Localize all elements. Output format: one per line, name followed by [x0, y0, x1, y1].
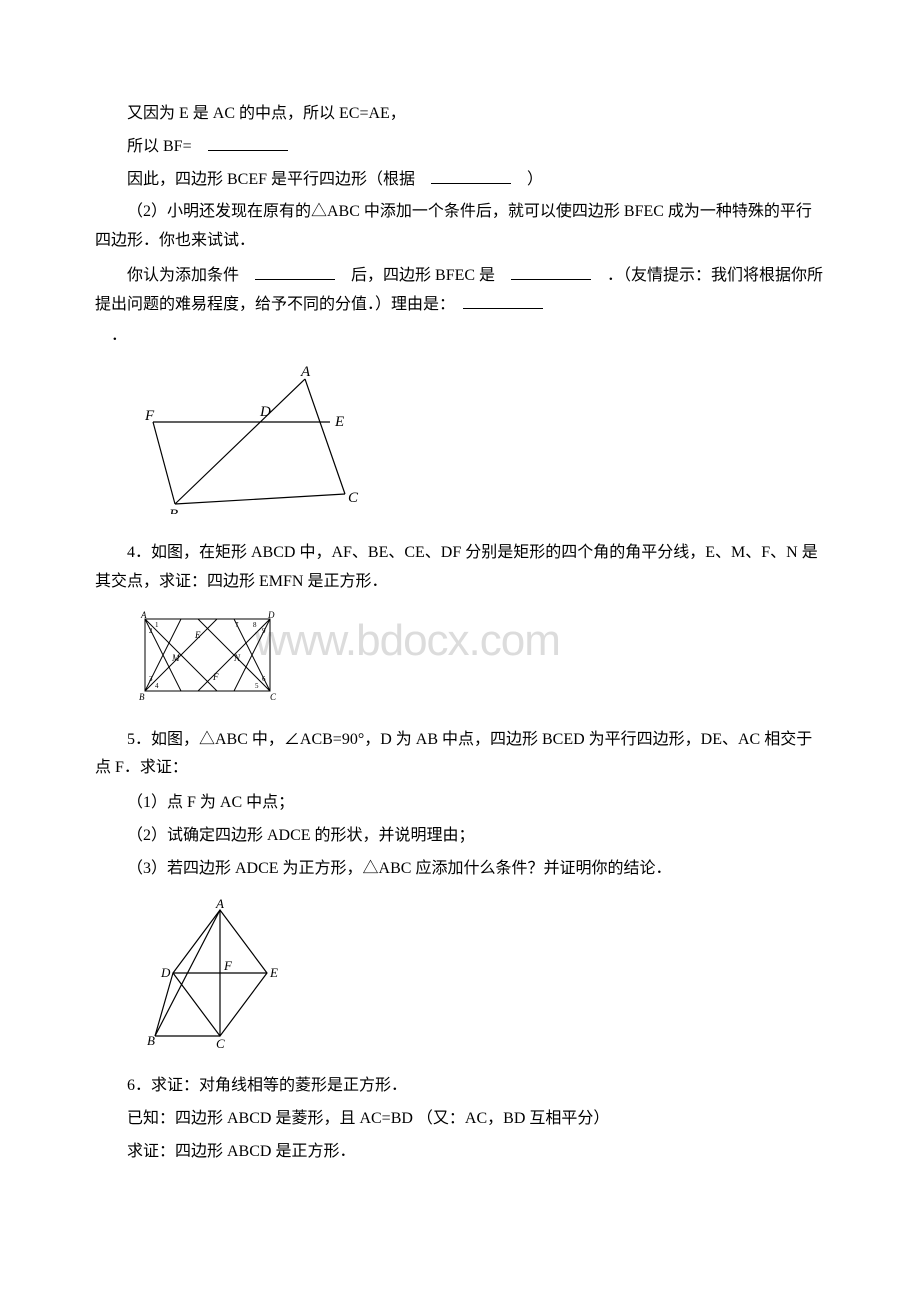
text-bf-eq: 所以 BF=: [127, 138, 208, 155]
label-c2: C: [270, 692, 277, 701]
figure-1: A B C D E F: [145, 364, 825, 525]
text-5b: 后，四边形 BFEC 是: [335, 267, 511, 284]
paragraph-3: 因此，四边形 BCEF 是平行四边形（根据 ）: [95, 166, 825, 195]
num-2: 2: [149, 627, 153, 635]
label-f: F: [145, 408, 155, 424]
label-e: E: [334, 414, 344, 430]
label-a2: A: [140, 611, 147, 620]
question-6-2: 求证：四边形 ABCD 是正方形．: [95, 1138, 825, 1167]
question-5-3: （3）若四边形 ADCE 为正方形，△ABC 应添加什么条件？并证明你的结论．: [95, 855, 825, 884]
blank-reason: [463, 291, 543, 309]
label-e3: E: [269, 965, 278, 980]
label-b: B: [169, 507, 178, 514]
num-5: 5: [255, 682, 259, 690]
paragraph-5d: ．: [95, 322, 825, 351]
num-3: 3: [149, 675, 153, 683]
label-d3: D: [160, 965, 171, 980]
label-a3: A: [215, 898, 224, 911]
num-8: 8: [253, 621, 257, 629]
figure-2-row: www.bdocx.com A D B C E F M: [95, 611, 825, 712]
label-b2: B: [139, 692, 145, 701]
label-a: A: [300, 364, 311, 380]
label-f2: F: [212, 672, 219, 682]
question-4: 4．如图，在矩形 ABCD 中，AF、BE、CE、DF 分别是矩形的四个角的角平…: [95, 539, 825, 597]
question-5-2: （2）试确定四边形 ADCE 的形状，并说明理由；: [95, 822, 825, 851]
blank-condition: [255, 262, 335, 280]
question-6-1: 已知：四边形 ABCD 是菱形，且 AC=BD （又：AC，BD 互相平分）: [95, 1105, 825, 1134]
triangle-diagram: A B C D E F: [145, 364, 365, 514]
paragraph-4: （2）小明还发现在原有的△ABC 中添加一个条件后，就可以使四边形 BFEC 成…: [95, 198, 825, 256]
label-f3: F: [223, 958, 233, 973]
rectangle-diagram: A D B C E F M N 1 2 3 4 5 6 7 8 9: [135, 611, 280, 701]
blank-bf: [208, 133, 288, 151]
text-conclusion-pre: 因此，四边形 BCEF 是平行四边形（根据: [127, 171, 431, 188]
blank-shape: [511, 262, 591, 280]
num-9: 9: [262, 627, 266, 635]
question-5: 5．如图，△ABC 中，∠ACB=90°，D 为 AB 中点，四边形 BCED …: [95, 726, 825, 784]
label-c3: C: [216, 1036, 225, 1048]
label-d2: D: [267, 611, 275, 620]
paragraph-5: 你认为添加条件 后，四边形 BFEC 是 ．（友情提示：我们将根据你所提出问题的…: [95, 262, 825, 320]
label-e2: E: [194, 630, 201, 640]
num-6: 6: [262, 675, 266, 683]
paragraph-1: 又因为 E 是 AC 的中点，所以 EC=AE，: [95, 100, 825, 129]
question-5-1: （1）点 F 为 AC 中点；: [95, 789, 825, 818]
label-m2: M: [171, 653, 180, 663]
label-b3: B: [147, 1033, 155, 1048]
label-c: C: [348, 490, 359, 506]
num-1: 1: [155, 621, 159, 629]
text-5a: 你认为添加条件: [127, 267, 255, 284]
label-n2: N: [233, 653, 241, 663]
blank-basis: [431, 166, 511, 184]
label-d: D: [259, 404, 271, 420]
num-4: 4: [155, 682, 159, 690]
figure-3: A B C D E F: [145, 898, 825, 1059]
num-7: 7: [235, 621, 239, 629]
question-6: 6．求证：对角线相等的菱形是正方形．: [95, 1072, 825, 1101]
text-conclusion-post: ）: [511, 171, 543, 188]
rhombus-diagram: A B C D E F: [145, 898, 295, 1048]
paragraph-2: 所以 BF=: [95, 133, 825, 162]
